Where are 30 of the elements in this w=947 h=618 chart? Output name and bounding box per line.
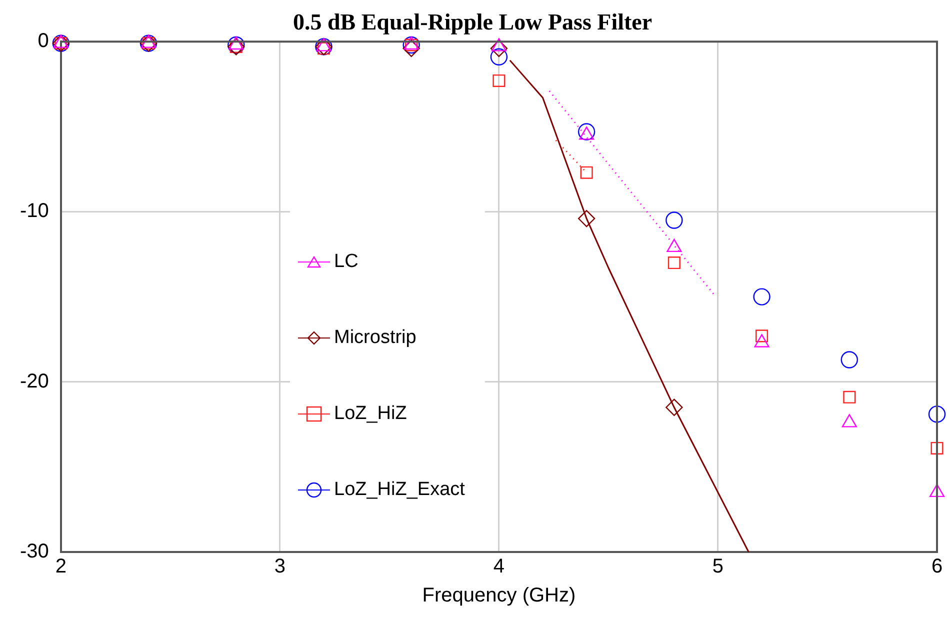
point (578, 123, 596, 140)
x-tick-label: 4 (493, 556, 505, 578)
point (402, 40, 420, 58)
y-tick-label: -30 (20, 540, 49, 563)
point (668, 256, 680, 270)
point (666, 398, 683, 416)
x-tick-label: 6 (931, 556, 943, 578)
legend-label: Microstrip (334, 327, 416, 349)
y-tick-label: 0 (38, 30, 49, 52)
point (492, 74, 506, 87)
point (843, 390, 856, 404)
x-tick-label: 2 (55, 556, 66, 578)
point (928, 406, 946, 423)
legend-label: LoZ_HiZ_Exact (334, 479, 465, 501)
y-tick-label: -10 (20, 200, 49, 222)
chart-title: 0.5 dB Equal-Ripple Low Pass Filter (292, 10, 652, 35)
x-axis-title: Frequency (GHz) (422, 584, 576, 607)
point (840, 351, 858, 368)
y-tick-label: -20 (20, 370, 49, 392)
legend-label: LC (334, 251, 358, 273)
legend-label: LoZ_HiZ (334, 403, 407, 425)
point (490, 48, 508, 66)
x-tick-label: 3 (274, 556, 286, 578)
x-tick-label: 5 (712, 556, 724, 578)
point (930, 442, 944, 454)
point (580, 166, 593, 179)
point (490, 40, 508, 58)
point (753, 288, 770, 306)
point (666, 212, 683, 229)
point (578, 210, 596, 228)
